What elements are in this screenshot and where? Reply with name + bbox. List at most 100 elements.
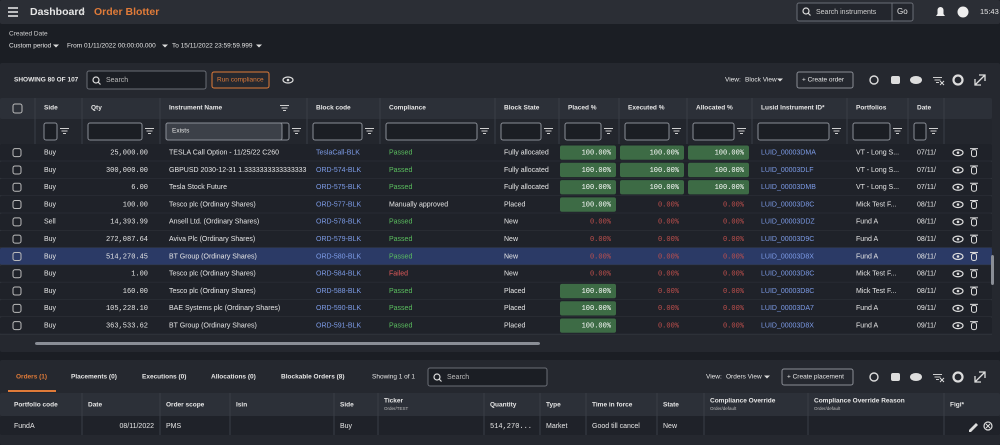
tab[interactable]: Blockable Orders (8) <box>281 374 345 381</box>
instrument-cell: Ansell Ltd. (Ordinary Shares) <box>169 219 259 226</box>
block-state-cell: New <box>504 236 519 243</box>
eye-pupil <box>957 151 960 154</box>
percent-cell: 100.00% <box>650 167 680 175</box>
go-button: Go <box>897 7 908 16</box>
percent-cell: 0.00% <box>723 253 745 261</box>
compliance-cell: Passed <box>389 288 412 295</box>
percent-cell: 0.00% <box>723 201 745 209</box>
block-code-link: ORD-577-BLK <box>316 201 361 208</box>
table-header <box>0 98 992 119</box>
date-cell: 08/11/ <box>917 271 936 278</box>
table-row <box>0 196 992 213</box>
download-icon[interactable] <box>910 373 922 381</box>
percent-cell: 100.00% <box>582 322 612 330</box>
column-filter-input[interactable] <box>693 123 734 140</box>
column-filter-input[interactable] <box>758 123 829 140</box>
date-cell: 07/11/ <box>917 149 936 156</box>
download-icon[interactable] <box>910 76 922 84</box>
side-cell: Buy <box>44 167 57 174</box>
percent-cell: 100.00% <box>650 149 680 157</box>
run-compliance-label: Run compliance <box>217 77 264 84</box>
date-cell: 09/11/ <box>917 305 936 312</box>
percent-cell: 0.00% <box>658 219 680 227</box>
column-filter-input[interactable] <box>565 123 601 140</box>
qty-cell: 100.00 <box>123 201 148 209</box>
side-filter-input[interactable] <box>44 123 57 140</box>
bottom-column-header: Ticker <box>384 398 404 405</box>
column-filter-input[interactable] <box>914 123 926 140</box>
side-cell: Buy <box>44 305 57 312</box>
instrument-cell: Tesla Stock Future <box>169 184 227 191</box>
create-order-label: + Create order <box>802 77 845 84</box>
column-filter-input[interactable] <box>313 123 362 140</box>
column-header: Portfolios <box>856 105 887 112</box>
column-header: Date <box>917 105 931 112</box>
instrument-cell: GBPUSD 2030-12-31 1.3333333333333333 <box>169 167 306 174</box>
tab[interactable]: Placements (0) <box>71 374 117 381</box>
qty-cell: 363,533.62 <box>106 322 148 330</box>
qty-cell: 6.00 <box>131 184 148 192</box>
bottom-column-header: Portfolio code <box>14 402 58 409</box>
portfolio-cell: Fund A <box>856 253 879 260</box>
percent-cell: 100.00% <box>715 184 745 192</box>
qty-cell: 105,228.10 <box>106 305 148 313</box>
portfolio-cell: Mick Test F... <box>856 288 896 295</box>
eye-pupil <box>957 203 960 206</box>
user-icon[interactable] <box>958 7 969 18</box>
bottom-cell: 08/11/2022 <box>119 423 154 430</box>
columns-icon[interactable] <box>891 76 900 84</box>
bottom-column-sub: Order/default <box>710 406 737 411</box>
tab[interactable]: Allocations (0) <box>211 374 256 381</box>
portfolio-cell: Fund A <box>856 322 879 329</box>
column-filter-input[interactable] <box>501 123 541 140</box>
bottom-column-header: Compliance Override Reason <box>814 398 905 405</box>
eye-pupil <box>957 221 960 224</box>
column-header: Block code <box>316 105 351 112</box>
showing-count: SHOWING 80 OF 107 <box>14 77 79 84</box>
instrument-cell: TESLA Call Option - 11/25/22 C260 <box>169 149 279 156</box>
filter-label: Created Date <box>9 31 48 38</box>
percent-cell: 100.00% <box>582 201 612 209</box>
block-state-cell: Placed <box>504 322 526 329</box>
table-row <box>0 300 992 317</box>
block-code-link: ORD-580-BLK <box>316 253 361 260</box>
block-state-cell: New <box>504 253 519 260</box>
date-cell: 08/11/ <box>917 236 936 243</box>
column-filter-input[interactable] <box>853 123 890 140</box>
column-header: Side <box>44 105 58 112</box>
bottom-column-header: Side <box>340 402 354 409</box>
date-to: To 15/11/2022 23:59:59.999 <box>172 43 253 50</box>
bottom-column-header: Date <box>88 402 102 409</box>
table-row <box>0 179 992 196</box>
column-filter-input[interactable] <box>625 123 669 140</box>
blotter-search[interactable] <box>87 71 206 89</box>
tab[interactable]: Executions (0) <box>142 374 186 381</box>
vertical-scrollbar <box>991 255 994 285</box>
bottom-column-header: Compliance Override <box>710 398 776 405</box>
luid-link: LUID_00003DDZ <box>761 219 815 226</box>
date-from: From 01/11/2022 00:00:00.000 <box>67 43 156 50</box>
block-state-cell: New <box>504 219 519 226</box>
block-code-link: ORD-578-BLK <box>316 219 361 226</box>
percent-cell: 0.00% <box>590 253 612 261</box>
instrument-cell: BAE Systems plc (Ordinary Shares) <box>169 305 280 312</box>
tab[interactable]: Orders (1) <box>16 374 47 381</box>
breadcrumb-current: Order Blotter <box>94 6 159 18</box>
bottom-search[interactable] <box>428 368 547 386</box>
percent-cell: 100.00% <box>582 167 612 175</box>
qty-cell: 14,393.99 <box>110 219 148 227</box>
percent-cell: 0.00% <box>658 271 680 279</box>
luid-link: LUID_00003D8C <box>761 271 814 278</box>
table-row <box>0 161 992 178</box>
blotter-search-placeholder: Search <box>106 77 128 84</box>
column-filter-input[interactable] <box>88 123 142 140</box>
bottom-column-header: Time in force <box>592 402 633 409</box>
portfolio-cell: Fund A <box>856 236 879 243</box>
compliance-cell: Passed <box>389 167 412 174</box>
column-filter-input[interactable] <box>386 123 477 140</box>
percent-cell: 0.00% <box>658 236 680 244</box>
columns-icon[interactable] <box>891 373 900 381</box>
block-code-link: ORD-588-BLK <box>316 288 361 295</box>
instrument-filter-value: Exists <box>172 128 190 135</box>
